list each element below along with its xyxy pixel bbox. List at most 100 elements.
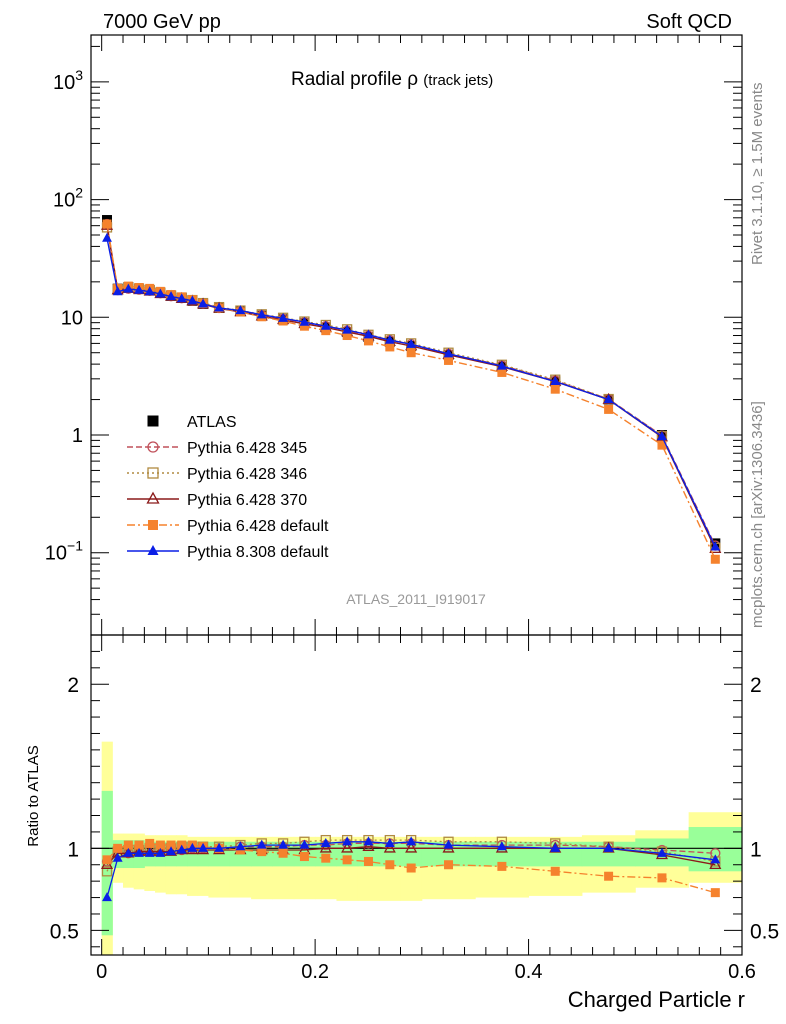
data-point xyxy=(278,312,289,322)
ratio-point xyxy=(101,866,113,877)
ratio-y-tick-label: 1 xyxy=(67,838,79,861)
data-point xyxy=(384,334,395,344)
ratio-point xyxy=(319,841,332,853)
y-tick-label: 102 xyxy=(53,185,83,212)
legend: ATLAS Pythia 6.428 345 Pythia 6.428 346 Pyt… xyxy=(127,414,329,561)
ratio-point xyxy=(278,848,288,858)
legend-label: Pythia 6.428 default xyxy=(187,518,329,535)
data-point xyxy=(176,293,187,303)
ratio-point xyxy=(604,871,614,881)
legend-entry: Pythia 6.428 default xyxy=(127,518,329,535)
data-point xyxy=(444,355,454,365)
data-point xyxy=(363,329,374,339)
ratio-point xyxy=(176,844,187,854)
ratio-series-pythia-8-308-default xyxy=(102,836,721,902)
y-tick-label: 1 xyxy=(72,425,83,447)
ratio-point xyxy=(406,836,417,846)
data-point xyxy=(102,219,112,229)
ratio-point xyxy=(112,852,123,862)
data-point xyxy=(134,284,144,294)
ratio-point xyxy=(384,838,395,848)
ratio-point xyxy=(256,839,267,849)
data-point xyxy=(299,321,309,331)
data-point xyxy=(214,302,225,312)
ratio-point xyxy=(134,840,144,850)
ratio-point xyxy=(102,892,112,902)
ratio-y-tick-label-right: 2 xyxy=(750,674,762,697)
data-point xyxy=(363,336,373,346)
ratio-point xyxy=(214,842,225,852)
data-point xyxy=(112,286,123,296)
ratio-plot-panel: 2 2 1 1 0.5 0.5 0 0.2 0.4 0.6 Ratio to ATLAS Char… xyxy=(25,634,779,1012)
ratio-point xyxy=(342,855,352,865)
data-point xyxy=(123,283,134,293)
legend-entry: Pythia 6.428 370 xyxy=(127,491,307,509)
legend-marker xyxy=(147,545,159,555)
legend-entry: Pythia 8.308 default xyxy=(127,544,329,561)
data-point xyxy=(198,298,209,308)
ratio-y-tick-label-right: 0.5 xyxy=(750,920,779,943)
legend-marker xyxy=(148,520,158,530)
ratio-point xyxy=(710,888,720,898)
ratio-point xyxy=(134,847,144,857)
ratio-point xyxy=(363,856,373,866)
ratio-point xyxy=(235,841,246,851)
data-point xyxy=(342,324,353,334)
ratio-point xyxy=(362,839,375,851)
data-point xyxy=(342,331,352,341)
data-point xyxy=(385,342,395,352)
data-point xyxy=(497,367,507,377)
legend-marker xyxy=(147,415,159,427)
ratio-point xyxy=(257,847,267,857)
ratio-point xyxy=(320,838,331,848)
ratio-point xyxy=(657,873,667,883)
data-point xyxy=(710,554,720,564)
ratio-point xyxy=(321,853,331,863)
data-point xyxy=(406,348,416,358)
data-point xyxy=(496,360,507,370)
x-tick-label: 0 xyxy=(96,961,107,983)
legend-label: Pythia 8.308 default xyxy=(187,544,329,561)
ratio-y-axis-label: Ratio to ATLAS xyxy=(25,745,42,846)
ratio-point xyxy=(155,847,166,857)
data-point xyxy=(320,320,331,330)
data-point xyxy=(443,348,454,358)
header-right: Soft QCD xyxy=(646,11,732,33)
ratio-y-tick-label-right: 1 xyxy=(750,838,762,861)
ratio-point xyxy=(187,842,198,852)
series-pythia-6-428-default xyxy=(102,219,720,564)
x-axis-label: Charged Particle r xyxy=(568,987,745,1012)
ratio-point xyxy=(444,860,454,870)
ratio-point xyxy=(341,841,354,853)
data-point xyxy=(657,440,667,450)
ratio-point xyxy=(496,841,507,851)
x-tick-label: 0.6 xyxy=(728,961,756,983)
data-point xyxy=(550,384,560,394)
ratio-point xyxy=(443,839,454,849)
plot-title: Radial profile ρ (track jets) xyxy=(291,69,493,90)
ratio-point xyxy=(299,839,310,849)
data-point xyxy=(155,288,166,298)
legend-entry: Pythia 6.428 345 xyxy=(127,440,307,457)
ratio-y-tick-label: 0.5 xyxy=(50,920,79,943)
legend-label: Pythia 6.428 346 xyxy=(187,466,307,483)
data-point xyxy=(256,309,267,319)
data-point xyxy=(321,326,331,336)
ratio-point xyxy=(550,842,561,852)
ratio-point xyxy=(113,843,123,853)
rivet-label: Rivet 3.1.10, ≥ 1.5M events xyxy=(749,83,766,266)
ratio-plot-frame xyxy=(90,634,743,956)
legend-marker xyxy=(147,467,159,479)
analysis-watermark: ATLAS_2011_I919017 xyxy=(346,591,486,607)
ratio-point xyxy=(497,861,507,871)
legend-marker xyxy=(147,441,159,453)
mcplots-label: mcplots.cern.ch [arXiv:1306.3436] xyxy=(749,401,766,628)
ratio-point xyxy=(385,860,395,870)
ratio-point xyxy=(102,855,112,865)
ratio-point xyxy=(709,857,722,869)
ratio-point xyxy=(405,841,418,853)
ratio-point xyxy=(145,838,155,848)
ratio-point xyxy=(123,847,134,857)
data-point xyxy=(710,541,721,551)
